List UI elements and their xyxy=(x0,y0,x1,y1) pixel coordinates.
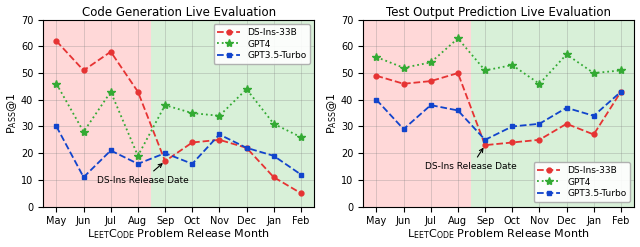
Y-axis label: $\mathrm{P_{ASS}}$@1: $\mathrm{P_{ASS}}$@1 xyxy=(6,92,19,134)
GPT3.5-Turbo xyxy=(400,128,408,131)
GPT4 xyxy=(134,154,141,157)
DS-Ins-33B xyxy=(52,40,60,42)
GPT4 xyxy=(617,69,625,72)
DS-Ins-33B xyxy=(617,90,625,93)
GPT4 xyxy=(590,72,598,75)
DS-Ins-33B xyxy=(107,50,115,53)
DS-Ins-33B xyxy=(372,74,380,77)
GPT4 xyxy=(52,82,60,85)
GPT3.5-Turbo xyxy=(161,152,169,155)
GPT3.5-Turbo xyxy=(563,106,570,109)
GPT3.5-Turbo xyxy=(188,162,196,165)
GPT4 xyxy=(270,122,278,125)
GPT3.5-Turbo xyxy=(481,138,489,141)
GPT3.5-Turbo xyxy=(80,176,88,179)
DS-Ins-33B xyxy=(508,141,516,144)
DS-Ins-33B xyxy=(427,80,435,82)
DS-Ins-33B xyxy=(134,90,141,93)
Title: Code Generation Live Evaluation: Code Generation Live Evaluation xyxy=(81,5,276,19)
GPT4 xyxy=(563,53,570,56)
GPT3.5-Turbo xyxy=(297,173,305,176)
GPT3.5-Turbo xyxy=(454,109,461,112)
GPT3.5-Turbo xyxy=(134,162,141,165)
Line: GPT4: GPT4 xyxy=(372,34,625,88)
Line: GPT4: GPT4 xyxy=(52,80,305,160)
GPT3.5-Turbo xyxy=(372,98,380,101)
GPT3.5-Turbo xyxy=(52,125,60,128)
GPT4 xyxy=(107,90,115,93)
GPT4 xyxy=(481,69,489,72)
GPT3.5-Turbo xyxy=(536,122,543,125)
DS-Ins-33B xyxy=(161,160,169,163)
GPT3.5-Turbo xyxy=(243,146,250,149)
GPT3.5-Turbo xyxy=(508,125,516,128)
GPT3.5-Turbo xyxy=(427,104,435,107)
GPT3.5-Turbo xyxy=(590,114,598,117)
DS-Ins-33B xyxy=(243,146,250,149)
Legend: DS-Ins-33B, GPT4, GPT3.5-Turbo: DS-Ins-33B, GPT4, GPT3.5-Turbo xyxy=(214,24,310,64)
Y-axis label: $\mathrm{P_{ASS}}$@1: $\mathrm{P_{ASS}}$@1 xyxy=(326,92,339,134)
DS-Ins-33B xyxy=(216,138,223,141)
GPT4 xyxy=(297,136,305,139)
DS-Ins-33B xyxy=(80,69,88,72)
GPT3.5-Turbo xyxy=(617,90,625,93)
Bar xyxy=(43,20,152,206)
Line: GPT3.5-Turbo: GPT3.5-Turbo xyxy=(374,89,623,142)
Line: GPT3.5-Turbo: GPT3.5-Turbo xyxy=(54,124,303,180)
DS-Ins-33B xyxy=(400,82,408,85)
Bar xyxy=(363,20,472,206)
GPT4 xyxy=(372,56,380,59)
GPT4 xyxy=(508,64,516,67)
Text: DS-Ins Release Date: DS-Ins Release Date xyxy=(97,164,189,185)
GPT4 xyxy=(216,114,223,117)
GPT3.5-Turbo xyxy=(107,149,115,152)
DS-Ins-33B xyxy=(297,192,305,195)
DS-Ins-33B xyxy=(563,122,570,125)
GPT3.5-Turbo xyxy=(270,154,278,157)
Title: Test Output Prediction Live Evaluation: Test Output Prediction Live Evaluation xyxy=(386,5,611,19)
DS-Ins-33B xyxy=(481,144,489,147)
GPT4 xyxy=(400,66,408,69)
GPT4 xyxy=(427,61,435,64)
GPT4 xyxy=(536,82,543,85)
GPT4 xyxy=(243,88,250,91)
GPT4 xyxy=(188,112,196,115)
Legend: DS-Ins-33B, GPT4, GPT3.5-Turbo: DS-Ins-33B, GPT4, GPT3.5-Turbo xyxy=(534,162,630,202)
DS-Ins-33B xyxy=(188,141,196,144)
Line: DS-Ins-33B: DS-Ins-33B xyxy=(374,71,623,148)
DS-Ins-33B xyxy=(270,176,278,179)
Bar xyxy=(152,20,314,206)
GPT4 xyxy=(161,104,169,107)
GPT4 xyxy=(80,130,88,133)
X-axis label: $\mathrm{L_{EET}C_{ODE}}$ Problem Release Month: $\mathrm{L_{EET}C_{ODE}}$ Problem Releas… xyxy=(407,228,590,242)
GPT4 xyxy=(454,37,461,40)
Line: DS-Ins-33B: DS-Ins-33B xyxy=(54,39,303,196)
Bar xyxy=(472,20,634,206)
GPT3.5-Turbo xyxy=(216,133,223,136)
DS-Ins-33B xyxy=(536,138,543,141)
X-axis label: $\mathrm{L_{EET}C_{ODE}}$ Problem Release Month: $\mathrm{L_{EET}C_{ODE}}$ Problem Releas… xyxy=(87,228,270,242)
DS-Ins-33B xyxy=(590,133,598,136)
DS-Ins-33B xyxy=(454,72,461,75)
Text: DS-Ins Release Date: DS-Ins Release Date xyxy=(426,148,517,171)
